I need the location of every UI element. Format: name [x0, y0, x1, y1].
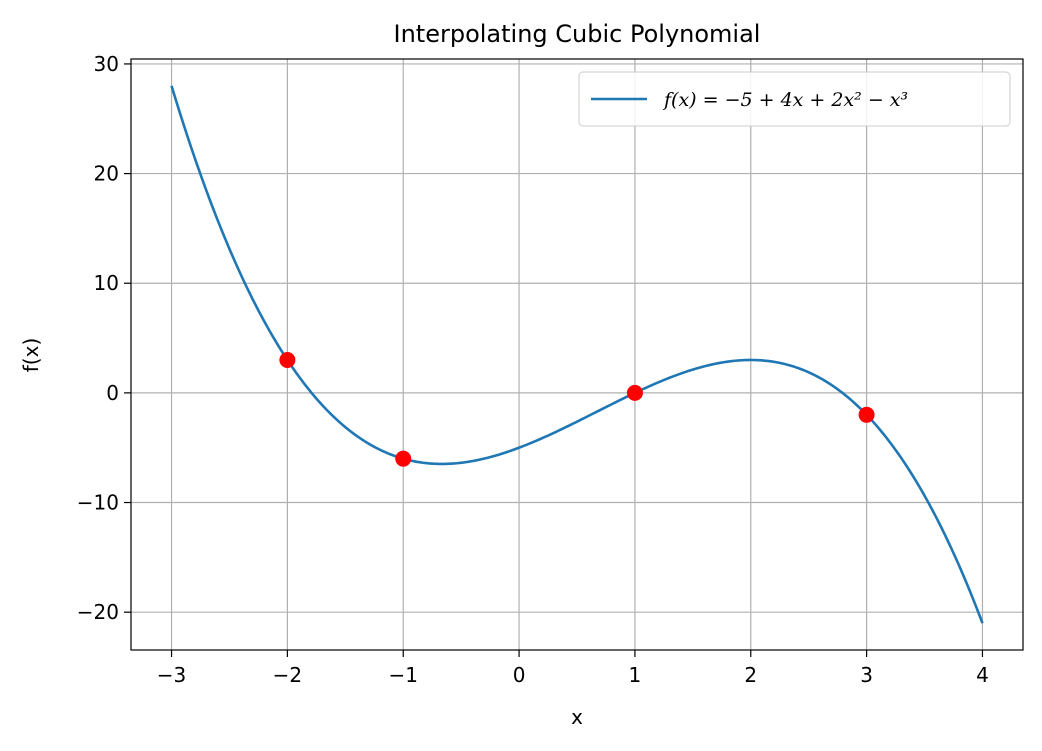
x-tick-label: −2 [273, 663, 302, 687]
x-tick-label: 2 [744, 663, 757, 687]
legend: f(x) = −5 + 4x + 2x² − x³ [578, 71, 1011, 127]
y-axis-label: f(x) [19, 338, 43, 372]
y-tick-label: −10 [77, 491, 119, 515]
grid [131, 59, 1023, 650]
data-point [858, 406, 875, 423]
data-point [626, 384, 643, 401]
x-tick-label: 4 [976, 663, 989, 687]
y-tick-label: 10 [94, 271, 119, 295]
ticks [124, 63, 984, 657]
y-tick-label: 20 [94, 162, 119, 186]
x-tick-label: −1 [388, 663, 417, 687]
chart-title: Interpolating Cubic Polynomial [394, 20, 761, 48]
data-point [395, 450, 412, 467]
y-tick-label: 30 [94, 52, 119, 76]
plot-frame [130, 58, 1024, 651]
polynomial-curve [170, 85, 984, 624]
y-tick-label: 0 [106, 381, 119, 405]
data-point [279, 351, 296, 368]
x-tick-label: 3 [860, 663, 873, 687]
x-tick-label: −3 [157, 663, 186, 687]
x-axis-label: x [571, 705, 583, 729]
legend-box [578, 71, 1011, 127]
legend-label: f(x) = −5 + 4x + 2x² − x³ [662, 89, 908, 111]
x-tick-label: 0 [513, 663, 526, 687]
y-tick-label: −20 [77, 600, 119, 624]
x-tick-label: 1 [629, 663, 642, 687]
series-layer [170, 85, 984, 624]
